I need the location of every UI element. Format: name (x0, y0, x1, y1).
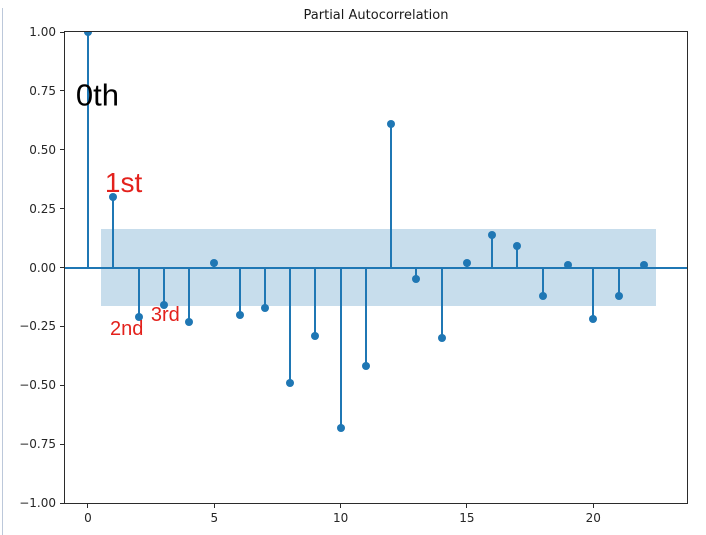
stem-lag-18 (541, 267, 544, 296)
x-tick-label: 10 (332, 511, 349, 525)
chart-title: Partial Autocorrelation (303, 8, 449, 23)
marker-lag-6 (235, 310, 244, 319)
y-tick (60, 325, 64, 327)
x-tick-label: 0 (84, 511, 92, 525)
x-tick-label: 20 (585, 511, 601, 525)
y-tick (60, 384, 64, 386)
marker-lag-22 (639, 261, 648, 270)
annotation-0th: 0th (75, 77, 119, 113)
marker-lag-0 (83, 32, 92, 36)
y-tick-label: 0.50 (29, 142, 56, 157)
marker-lag-17 (513, 242, 522, 251)
annotation-1st: 1st (104, 167, 143, 199)
stem-lag-9 (314, 267, 317, 336)
marker-lag-15 (462, 258, 471, 267)
stem-lag-21 (617, 267, 620, 296)
marker-lag-18 (538, 291, 547, 300)
marker-lag-1 (109, 192, 118, 201)
annotation-2nd: 2nd (109, 317, 144, 340)
zero-baseline (65, 266, 687, 269)
stem-lag-17 (516, 246, 519, 268)
window-edge-line (2, 8, 3, 535)
y-tick (60, 208, 64, 210)
y-tick (60, 443, 64, 445)
plot-area (65, 32, 687, 503)
y-tick (60, 267, 64, 268)
axes-layer: 0 5 10 15 20 1.00 0.75 0.50 0.25 0.00 −0.25 −0.50 −0… (19, 26, 687, 524)
y-tick-label: −0.50 (19, 378, 56, 393)
x-tick (87, 504, 89, 508)
stem-lag-10 (339, 267, 342, 428)
x-tick (213, 504, 215, 508)
marker-lag-9 (311, 331, 320, 340)
marker-lag-20 (589, 315, 598, 324)
stem-lag-7 (263, 267, 266, 308)
marker-lag-19 (564, 261, 572, 270)
y-tick-label: 0.25 (29, 201, 56, 216)
stem-lag-11 (364, 267, 367, 367)
stem-lag-20 (592, 267, 595, 320)
x-tick (592, 504, 594, 508)
stem-lag-1 (112, 196, 115, 268)
marker-lag-12 (387, 119, 396, 128)
marker-lag-3 (159, 301, 168, 310)
marker-lag-14 (437, 334, 446, 343)
stem-lag-3 (162, 267, 165, 306)
y-tick-label: 0.00 (29, 260, 56, 275)
marker-lag-16 (488, 230, 497, 239)
x-tick-label: 5 (210, 511, 219, 525)
y-tick (60, 31, 64, 33)
marker-lag-21 (614, 291, 623, 300)
y-tick-label: 0.75 (29, 83, 56, 98)
y-tick-label: −1.00 (19, 496, 56, 510)
marker-lag-8 (286, 378, 295, 387)
y-tick-label: −0.75 (19, 437, 56, 452)
y-tick (60, 90, 64, 92)
x-tick (340, 504, 342, 508)
y-tick (60, 149, 64, 151)
y-tick-label: −0.25 (19, 319, 56, 334)
marker-lag-11 (361, 362, 370, 371)
stem-lag-4 (188, 267, 191, 322)
marker-lag-13 (412, 275, 421, 284)
marker-lag-4 (185, 317, 194, 326)
stem-lag-6 (238, 267, 241, 315)
stem-lag-16 (491, 234, 494, 268)
y-tick (60, 502, 64, 504)
stem-lag-14 (440, 267, 443, 339)
stem-lag-8 (289, 267, 292, 383)
stem-lag-2 (137, 267, 140, 317)
x-tick (466, 504, 468, 508)
plot-frame (64, 31, 688, 504)
marker-lag-10 (336, 423, 345, 432)
x-tick-label: 15 (459, 511, 475, 525)
marker-lag-5 (210, 258, 219, 267)
annotation-3rd: 3rd (150, 303, 180, 326)
marker-lag-7 (260, 303, 269, 312)
stem-lag-12 (390, 123, 393, 268)
stem-lag-0 (86, 32, 89, 268)
marker-lag-2 (134, 312, 143, 321)
stem-lag-13 (415, 267, 418, 280)
y-tick-label: 1.00 (29, 25, 56, 39)
